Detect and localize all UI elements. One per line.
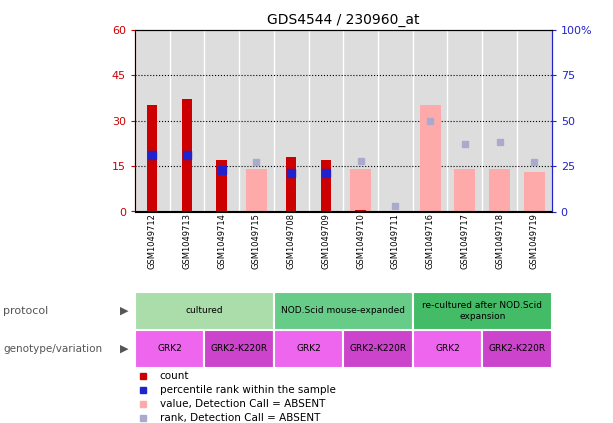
Bar <box>482 330 552 368</box>
Bar <box>321 160 331 212</box>
Bar <box>204 330 274 368</box>
Text: GRK2-K220R: GRK2-K220R <box>349 344 406 354</box>
Text: ▶: ▶ <box>120 344 129 354</box>
Text: value, Detection Call = ABSENT: value, Detection Call = ABSENT <box>160 399 326 409</box>
Text: protocol: protocol <box>3 306 48 316</box>
Bar <box>246 169 267 212</box>
Bar <box>343 330 413 368</box>
Bar <box>413 292 552 330</box>
Bar <box>135 292 274 330</box>
Title: GDS4544 / 230960_at: GDS4544 / 230960_at <box>267 13 419 27</box>
Bar <box>182 99 192 212</box>
Text: GRK2: GRK2 <box>296 344 321 354</box>
Bar <box>216 160 227 212</box>
Bar <box>489 169 510 212</box>
Text: cultured: cultured <box>186 306 223 316</box>
Text: ▶: ▶ <box>120 306 129 316</box>
Text: percentile rank within the sample: percentile rank within the sample <box>160 385 336 395</box>
Bar <box>420 105 441 212</box>
Bar <box>147 105 158 212</box>
Text: GRK2: GRK2 <box>157 344 182 354</box>
Text: rank, Detection Call = ABSENT: rank, Detection Call = ABSENT <box>160 412 320 423</box>
Text: NOD.Scid mouse-expanded: NOD.Scid mouse-expanded <box>281 306 405 316</box>
Text: genotype/variation: genotype/variation <box>3 344 102 354</box>
Text: re-cultured after NOD.Scid
expansion: re-cultured after NOD.Scid expansion <box>422 301 543 321</box>
Bar <box>413 330 482 368</box>
Text: count: count <box>160 371 189 381</box>
Bar <box>524 172 545 212</box>
Bar <box>135 330 204 368</box>
Bar <box>274 330 343 368</box>
Bar <box>350 169 371 212</box>
Bar <box>274 292 413 330</box>
Bar <box>454 169 475 212</box>
Text: GRK2: GRK2 <box>435 344 460 354</box>
Bar <box>286 157 297 212</box>
Text: GRK2-K220R: GRK2-K220R <box>489 344 546 354</box>
Text: GRK2-K220R: GRK2-K220R <box>210 344 268 354</box>
Bar <box>356 210 366 212</box>
